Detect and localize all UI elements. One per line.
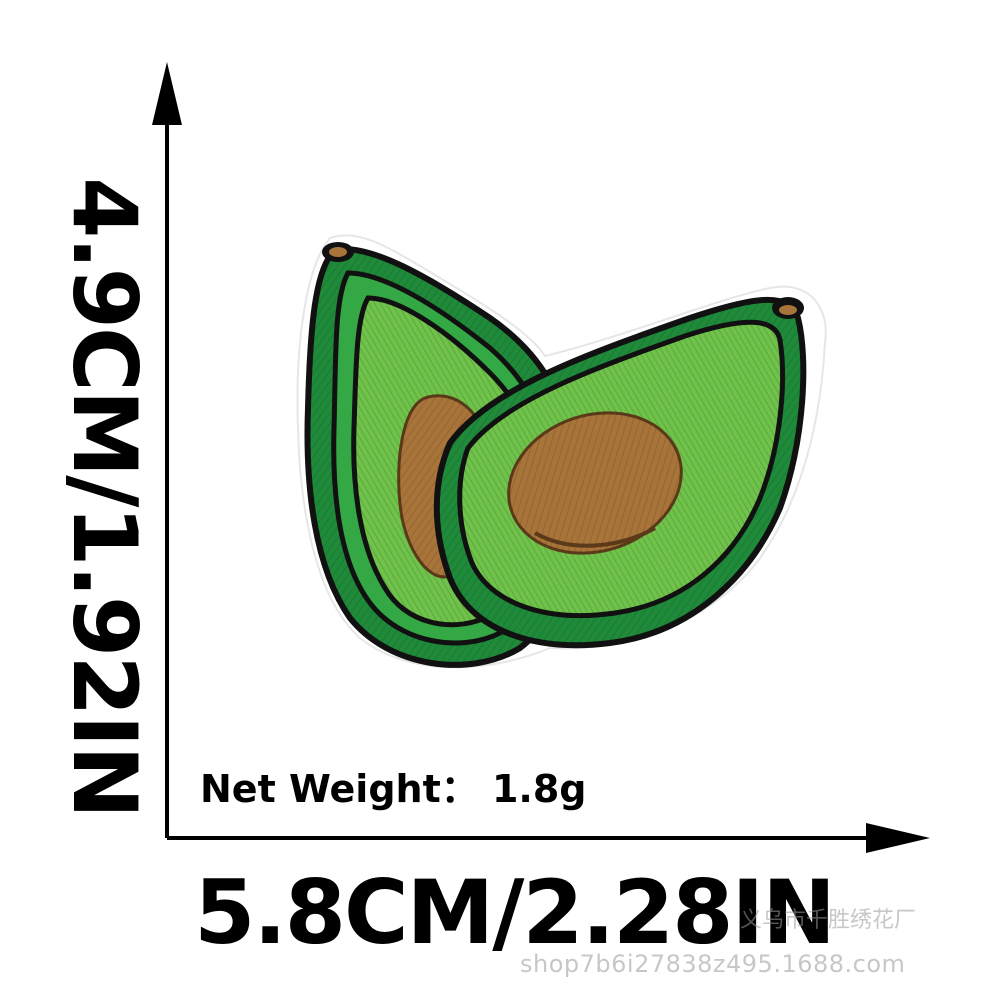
width-dimension-label: 5.8CM/2.28IN	[194, 861, 836, 964]
height-dimension-label: 4.9CM/1.92IN	[53, 177, 156, 817]
net-weight-label: Net Weight： 1.8g	[200, 770, 587, 808]
shop-url-watermark: shop7b6i27838z495.1688.com	[520, 950, 906, 978]
up-arrow-icon	[152, 62, 182, 125]
right-arrow-icon	[866, 823, 930, 853]
net-weight-caption: Net Weight：	[200, 767, 479, 811]
avocado-patch	[296, 234, 827, 669]
front-avocado	[433, 297, 807, 649]
shop-name-watermark: 义乌市千胜绣花厂	[740, 908, 917, 933]
net-weight-value: 1.8g	[491, 767, 587, 811]
